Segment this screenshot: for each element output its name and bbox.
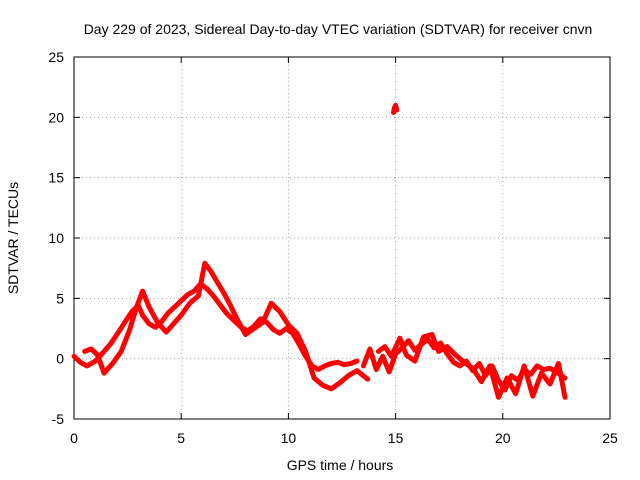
x-tick-label: 5 bbox=[177, 430, 185, 446]
chart-title: Day 229 of 2023, Sidereal Day-to-day VTE… bbox=[84, 21, 593, 37]
series-line-trace-e bbox=[391, 102, 400, 115]
x-tick-label: 25 bbox=[602, 430, 618, 446]
y-axis-label: SDTVAR / TECUs bbox=[5, 182, 21, 294]
x-axis-label: GPS time / hours bbox=[287, 457, 394, 473]
data-series bbox=[71, 102, 568, 400]
x-tick-label: 15 bbox=[388, 430, 404, 446]
y-tick-label: 15 bbox=[48, 170, 64, 186]
y-tick-label: 5 bbox=[56, 290, 64, 306]
x-tick-label: 0 bbox=[70, 430, 78, 446]
y-tick-label: -5 bbox=[52, 411, 65, 427]
y-tick-label: 10 bbox=[48, 230, 64, 246]
y-tick-labels: -5 0 5 10 15 20 25 bbox=[48, 49, 64, 427]
axis-ticks bbox=[73, 56, 611, 420]
series-line-trace-d bbox=[375, 332, 568, 400]
y-tick-label: 20 bbox=[48, 109, 64, 125]
x-tick-labels: 0 5 10 15 20 25 bbox=[70, 430, 618, 446]
y-tick-label: 25 bbox=[48, 49, 64, 65]
x-tick-label: 20 bbox=[495, 430, 511, 446]
x-tick-label: 10 bbox=[281, 430, 297, 446]
series-line-trace-b bbox=[82, 260, 371, 392]
grid-lines bbox=[74, 57, 610, 419]
y-tick-label: 0 bbox=[56, 351, 64, 367]
